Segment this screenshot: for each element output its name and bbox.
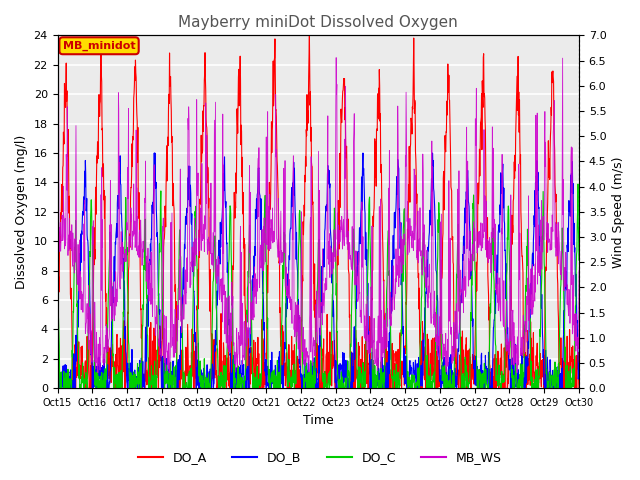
Y-axis label: Dissolved Oxygen (mg/l): Dissolved Oxygen (mg/l) [15,135,28,289]
Title: Mayberry miniDot Dissolved Oxygen: Mayberry miniDot Dissolved Oxygen [179,15,458,30]
Legend: DO_A, DO_B, DO_C, MB_WS: DO_A, DO_B, DO_C, MB_WS [133,446,507,469]
Y-axis label: Wind Speed (m/s): Wind Speed (m/s) [612,156,625,267]
X-axis label: Time: Time [303,414,333,427]
Text: MB_minidot: MB_minidot [63,41,136,51]
